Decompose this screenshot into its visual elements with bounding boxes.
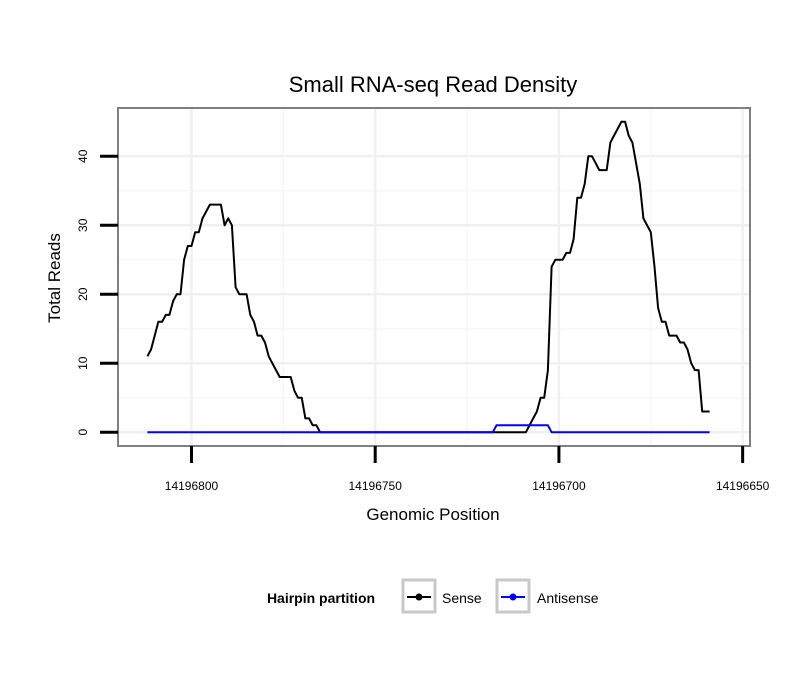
y-axis: 0 10 20 30 40 <box>76 149 118 436</box>
plot-border <box>117 107 751 447</box>
legend-title: Hairpin partition <box>267 590 375 606</box>
legend-item-antisense: Antisense <box>495 578 599 614</box>
x-tick-label: 14196650 <box>716 479 770 493</box>
legend: Hairpin partition Sense Antisense <box>267 578 599 614</box>
legend-label-sense: Sense <box>442 590 482 606</box>
plot-panel <box>118 108 750 446</box>
y-axis-label: Total Reads <box>45 233 64 323</box>
legend-item-sense: Sense <box>401 578 482 614</box>
series-line-antisense <box>147 424 710 434</box>
x-tick-label: 14196800 <box>165 479 219 493</box>
x-tick-label: 14196700 <box>532 479 586 493</box>
y-tick-label: 10 <box>76 356 90 370</box>
y-tick-label: 30 <box>76 218 90 232</box>
legend-label-antisense: Antisense <box>537 590 599 606</box>
legend-key-dot <box>509 593 517 601</box>
y-tick-label: 20 <box>76 287 90 301</box>
y-tick-label: 40 <box>76 149 90 163</box>
chart-title: Small RNA-seq Read Density <box>289 72 578 97</box>
x-axis: 14196800 14196750 14196700 14196650 <box>165 446 770 493</box>
series-layer <box>146 120 710 434</box>
x-axis-label: Genomic Position <box>366 505 499 524</box>
legend-key-dot <box>415 593 423 601</box>
x-tick-label: 14196750 <box>349 479 403 493</box>
series-line-sense <box>146 120 710 434</box>
y-tick-label: 0 <box>76 429 90 436</box>
